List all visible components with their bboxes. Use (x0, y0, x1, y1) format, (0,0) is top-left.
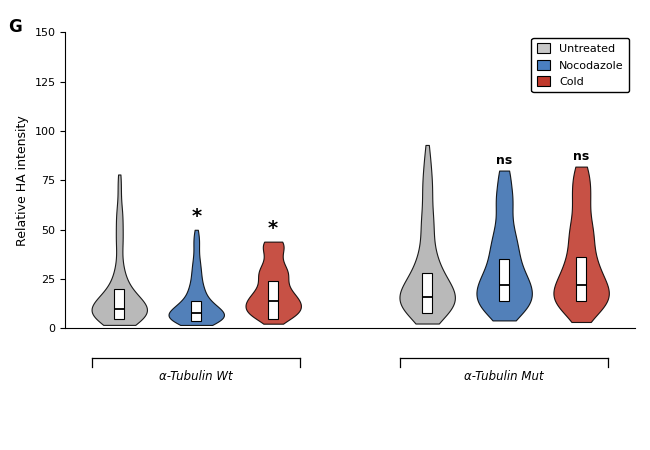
Text: α-Tubulin Mut: α-Tubulin Mut (464, 370, 544, 383)
Text: *: * (191, 207, 202, 226)
Legend: Untreated, Nocodazole, Cold: Untreated, Nocodazole, Cold (532, 38, 629, 92)
Text: ns: ns (496, 153, 512, 166)
Text: α-Tubulin Wt: α-Tubulin Wt (159, 370, 233, 383)
Bar (191, 301, 202, 320)
Bar (268, 281, 278, 319)
Bar (422, 273, 432, 313)
Text: G: G (8, 18, 22, 36)
Text: ns: ns (573, 150, 590, 162)
Bar (576, 257, 586, 301)
Bar (499, 259, 509, 301)
Bar (114, 289, 124, 319)
Text: *: * (268, 219, 278, 238)
Y-axis label: Relative HA intensity: Relative HA intensity (16, 115, 29, 246)
